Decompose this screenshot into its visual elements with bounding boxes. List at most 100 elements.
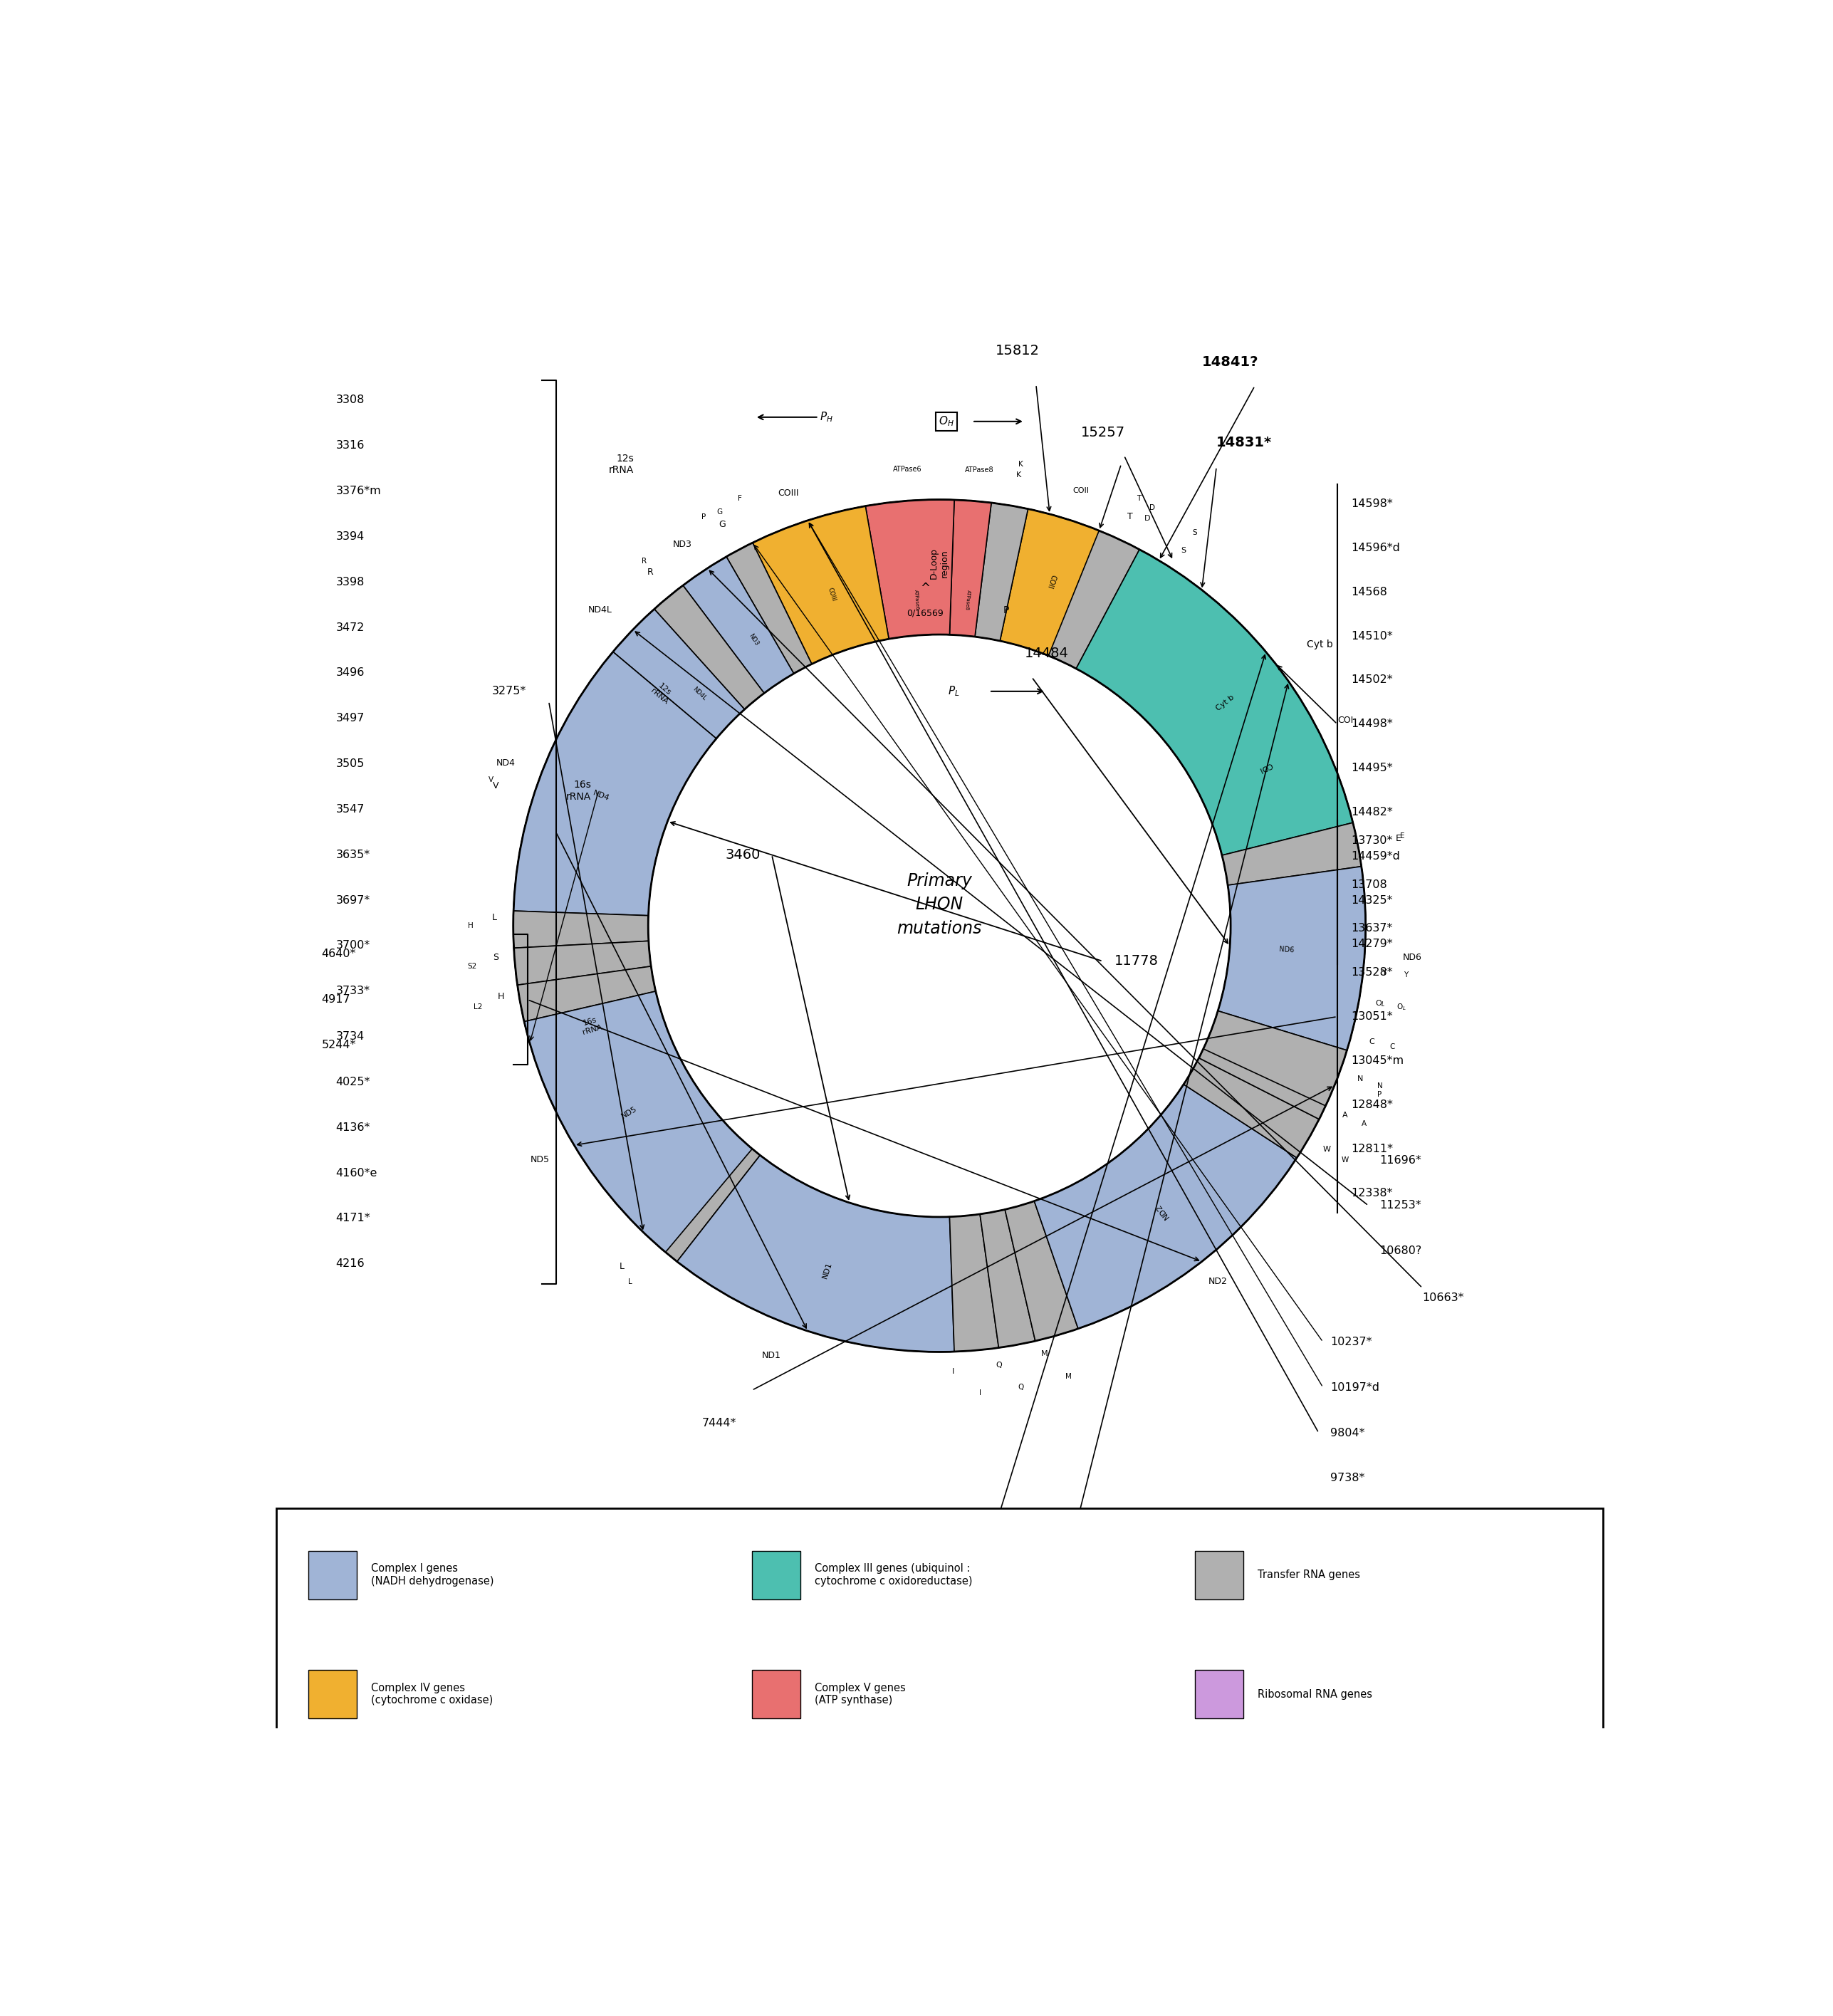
- Polygon shape: [1001, 508, 1113, 659]
- Text: D-Loop
region: D-Loop region: [929, 548, 949, 579]
- Text: Y: Y: [1382, 970, 1388, 976]
- Text: 16s
rRNA: 16s rRNA: [579, 1016, 603, 1036]
- Text: A: A: [1342, 1111, 1347, 1119]
- Polygon shape: [1202, 1010, 1347, 1107]
- Polygon shape: [779, 500, 1100, 655]
- Text: Ribosomal RNA genes: Ribosomal RNA genes: [1257, 1689, 1373, 1699]
- Text: COI: COI: [1338, 716, 1353, 726]
- Text: Complex I genes
(NADH dehydrogenase): Complex I genes (NADH dehydrogenase): [370, 1562, 495, 1587]
- Text: H: H: [467, 921, 473, 929]
- Text: COI: COI: [1257, 760, 1272, 774]
- Bar: [752, 1550, 801, 1599]
- Bar: [1195, 1550, 1243, 1599]
- Polygon shape: [684, 556, 794, 694]
- Text: S2: S2: [467, 964, 477, 970]
- Text: Primary
LHON
mutations: Primary LHON mutations: [896, 873, 982, 937]
- Text: 3734: 3734: [335, 1032, 365, 1042]
- Polygon shape: [513, 823, 737, 1232]
- Text: I: I: [979, 1389, 981, 1397]
- Text: 4160*e: 4160*e: [335, 1167, 378, 1177]
- Text: 13528*: 13528*: [1351, 968, 1393, 978]
- Text: 13708: 13708: [1351, 879, 1388, 889]
- Text: Q: Q: [1017, 1383, 1025, 1391]
- Polygon shape: [753, 506, 889, 663]
- Text: ATPase6: ATPase6: [893, 466, 922, 474]
- Text: 11696*: 11696*: [1380, 1155, 1422, 1165]
- Text: 10197*d: 10197*d: [1331, 1383, 1378, 1393]
- Polygon shape: [1184, 1058, 1320, 1157]
- Text: 3547: 3547: [335, 804, 365, 814]
- Text: M: M: [1041, 1351, 1048, 1357]
- Text: ND2: ND2: [1155, 1202, 1171, 1220]
- Text: 13051*: 13051*: [1351, 1012, 1393, 1022]
- Text: 3733*: 3733*: [335, 986, 370, 996]
- Text: 10680?: 10680?: [1380, 1246, 1422, 1256]
- Text: ND4: ND4: [497, 758, 515, 768]
- Text: ^: ^: [920, 583, 929, 595]
- Text: 14279*: 14279*: [1351, 939, 1393, 950]
- Text: 9016*: 9016*: [962, 1577, 997, 1587]
- Text: I: I: [951, 1369, 953, 1375]
- Text: P: P: [702, 514, 706, 520]
- Text: V: V: [493, 782, 499, 790]
- Text: 13637*: 13637*: [1351, 923, 1393, 933]
- Text: 4640*: 4640*: [321, 950, 356, 960]
- Text: 14502*: 14502*: [1351, 675, 1393, 685]
- Text: L: L: [620, 1262, 625, 1272]
- Text: 14482*: 14482*: [1351, 806, 1393, 816]
- Text: 14510*: 14510*: [1351, 631, 1393, 641]
- Text: 9738*: 9738*: [1331, 1474, 1364, 1484]
- Text: 3394: 3394: [335, 530, 365, 542]
- Text: 14498*: 14498*: [1351, 718, 1393, 730]
- Polygon shape: [865, 500, 955, 639]
- Text: 14596*d: 14596*d: [1351, 542, 1400, 552]
- Text: Cyt b: Cyt b: [1307, 639, 1333, 649]
- Text: 15812: 15812: [995, 343, 1039, 357]
- Text: 3376*m: 3376*m: [335, 486, 381, 496]
- Text: 3460: 3460: [726, 849, 761, 861]
- Polygon shape: [1210, 1010, 1347, 1085]
- Text: 11253*: 11253*: [1380, 1200, 1422, 1212]
- Text: P: P: [1003, 605, 1010, 615]
- Text: $P_H$: $P_H$: [819, 411, 832, 423]
- Polygon shape: [612, 609, 744, 738]
- Text: ND4L: ND4L: [691, 685, 708, 702]
- Polygon shape: [1224, 966, 1362, 1014]
- Text: 3697*: 3697*: [335, 895, 370, 905]
- Polygon shape: [526, 766, 669, 855]
- Text: 7444*: 7444*: [702, 1417, 737, 1427]
- Bar: [308, 1669, 357, 1718]
- Polygon shape: [1076, 550, 1353, 855]
- Text: COII: COII: [1072, 488, 1089, 494]
- Text: F: F: [739, 494, 742, 502]
- Polygon shape: [513, 651, 717, 915]
- Text: S: S: [1180, 546, 1186, 554]
- Bar: [1195, 1669, 1243, 1718]
- Text: 5244*: 5244*: [321, 1040, 356, 1050]
- Text: 3308: 3308: [335, 395, 365, 405]
- Text: P: P: [1377, 1091, 1382, 1099]
- Bar: [752, 1669, 801, 1718]
- Polygon shape: [1058, 536, 1153, 673]
- Polygon shape: [949, 1214, 999, 1351]
- Text: G: G: [719, 520, 726, 528]
- Polygon shape: [1217, 986, 1356, 1050]
- Polygon shape: [726, 542, 812, 673]
- Polygon shape: [1034, 1085, 1296, 1329]
- Text: M: M: [1065, 1373, 1072, 1379]
- Text: N: N: [1377, 1083, 1382, 1089]
- Text: 4025*: 4025*: [335, 1077, 370, 1087]
- Text: W: W: [1342, 1157, 1349, 1163]
- Polygon shape: [1199, 1034, 1334, 1119]
- Text: O$_L$: O$_L$: [1397, 1002, 1406, 1012]
- Text: $P_L$: $P_L$: [948, 685, 959, 698]
- Text: 12s
rRNA: 12s rRNA: [649, 681, 675, 706]
- Text: ND3: ND3: [673, 540, 691, 548]
- Text: COII: COII: [1047, 573, 1058, 589]
- Text: ATPase8: ATPase8: [964, 466, 993, 474]
- Text: 0/16569: 0/16569: [907, 609, 944, 617]
- Polygon shape: [981, 1210, 1036, 1349]
- Text: ND4L: ND4L: [588, 605, 612, 615]
- Text: Complex V genes
(ATP synthase): Complex V genes (ATP synthase): [814, 1683, 906, 1706]
- Text: 9804*: 9804*: [1331, 1427, 1364, 1437]
